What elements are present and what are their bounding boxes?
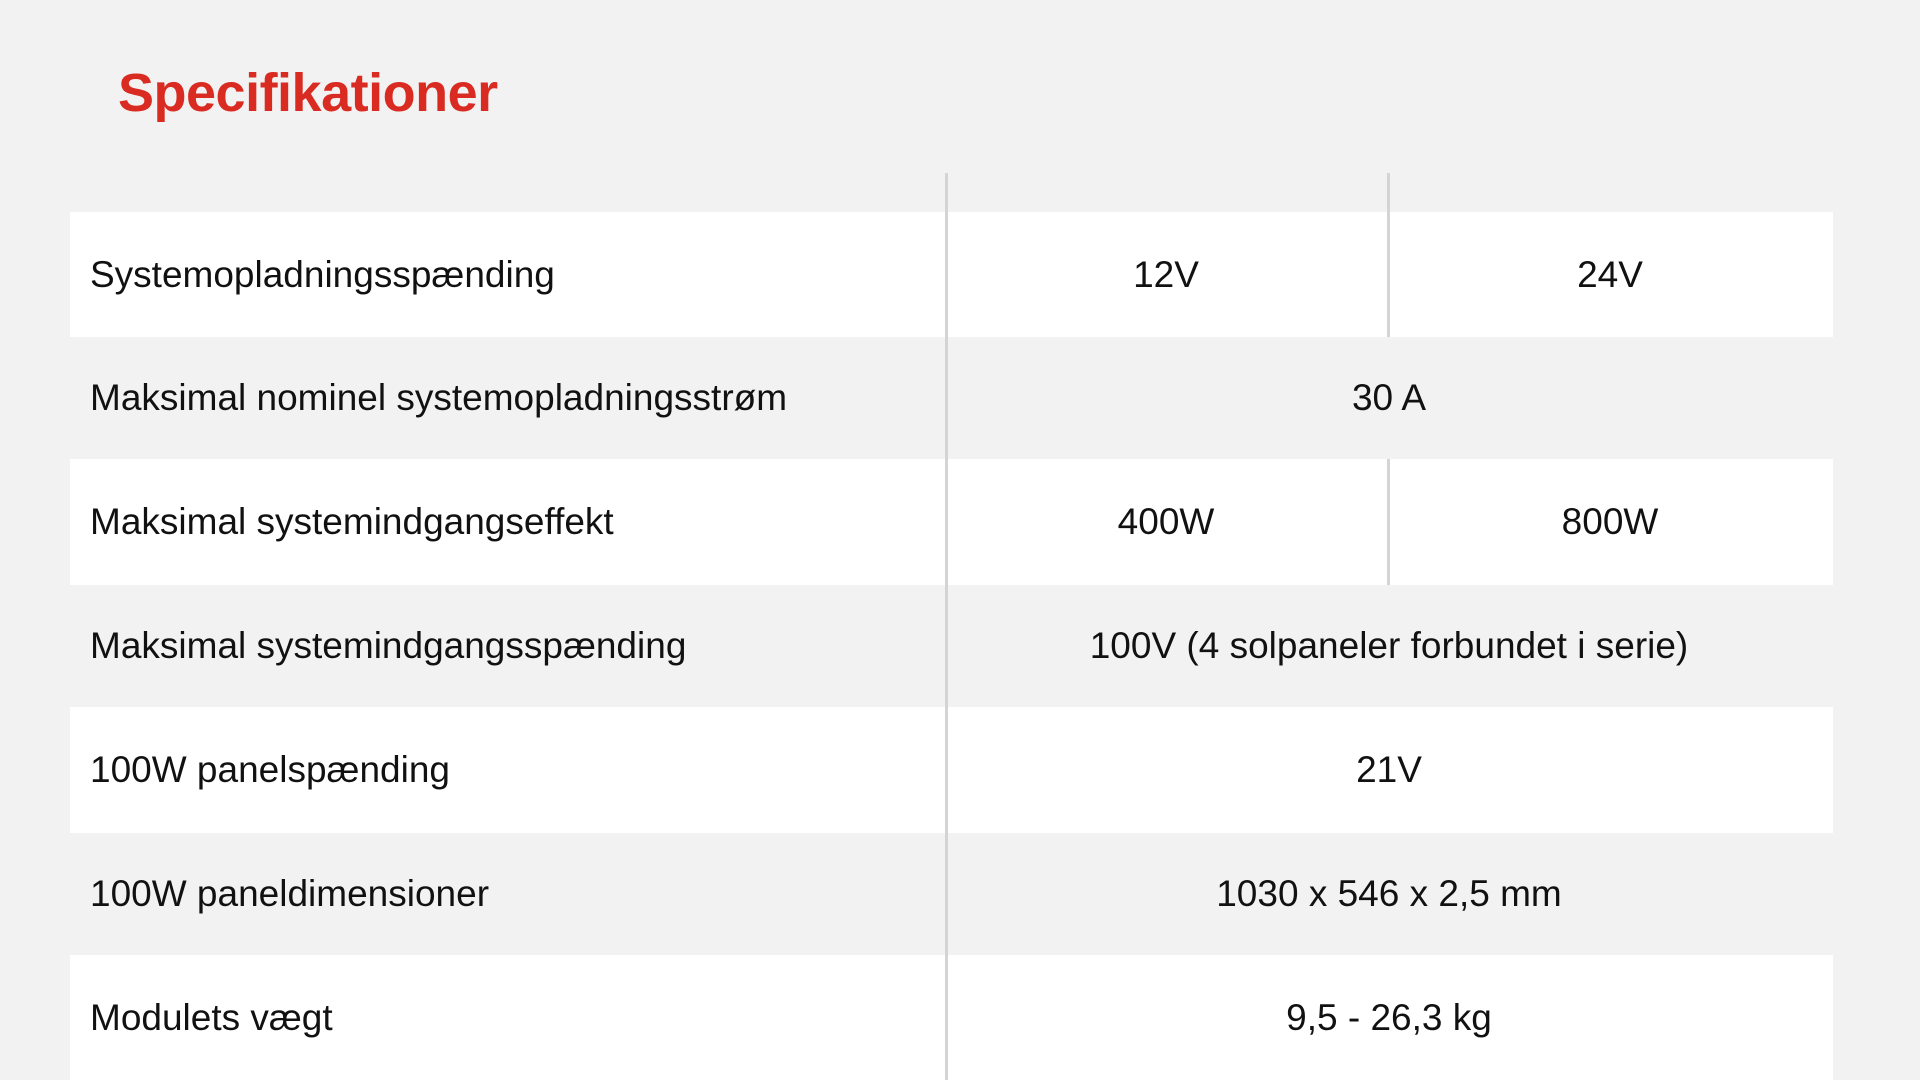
spec-value: 30 A: [1351, 377, 1427, 418]
spec-value: 100V (4 solpaneler forbundet i serie): [1089, 625, 1689, 666]
spec-value: 21V: [1356, 749, 1422, 790]
spec-label: Modulets vægt: [90, 996, 333, 1038]
column-divider: [1387, 459, 1390, 585]
spec-value: 24V: [1577, 253, 1643, 295]
spec-label: Maksimal systemindgangseffekt: [90, 501, 614, 542]
spec-value: 12V: [1133, 253, 1199, 295]
table-row: Modulets vægt 9,5 - 26,3 kg: [70, 955, 1833, 1080]
spec-label: 100W paneldimensioner: [90, 873, 490, 914]
table-row: 100W panelspænding 21V: [70, 707, 1833, 833]
spec-label: Maksimal systemindgangsspænding: [90, 625, 687, 666]
table-row: Systemopladningsspænding 12V 24V: [70, 212, 1833, 337]
spec-value: 800W: [1561, 501, 1659, 542]
spec-value: 400W: [1117, 501, 1215, 542]
column-divider: [1387, 173, 1390, 337]
spec-value: 1030 x 546 x 2,5 mm: [1216, 873, 1562, 914]
spec-label: 100W panelspænding: [90, 749, 450, 790]
table-row: Maksimal systemindgangsspænding 100V (4 s…: [70, 585, 1833, 707]
spec-label: Maksimal nominel systemopladningsstrøm: [90, 377, 788, 418]
column-divider: [945, 173, 948, 1080]
page-title: Specifikationer: [118, 63, 498, 123]
spec-label: Systemopladningsspænding: [90, 253, 555, 295]
table-row: 100W paneldimensioner 1030 x 546 x 2,5 mm: [70, 833, 1833, 955]
table-row: Maksimal nominel systemopladningsstrøm 30…: [70, 337, 1833, 459]
spec-value: 9,5 - 26,3 kg: [1286, 996, 1492, 1038]
table-row: Maksimal systemindgangseffekt 400W 800W: [70, 459, 1833, 585]
